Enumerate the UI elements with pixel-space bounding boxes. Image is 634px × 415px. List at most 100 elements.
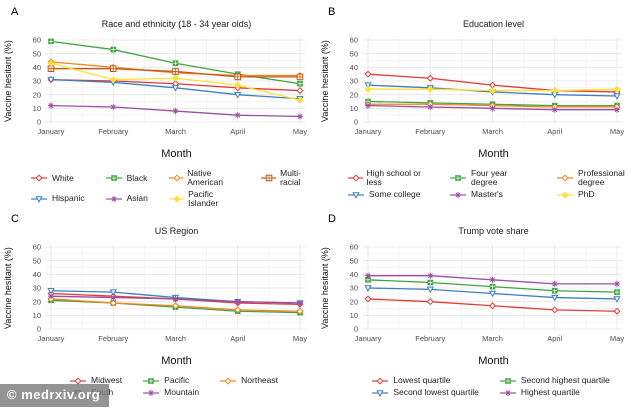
svg-text:50: 50 xyxy=(33,49,41,58)
legend-label: Asian xyxy=(126,193,148,204)
square-plus-open-icon xyxy=(109,65,117,73)
svg-text:20: 20 xyxy=(33,297,41,306)
svg-text:0: 0 xyxy=(354,118,358,127)
line-chart: 0 10 20 30 40 50 60 January February March April Ma… xyxy=(3,243,307,343)
svg-text:March: March xyxy=(165,334,186,343)
legend-label: Master's xyxy=(471,189,503,200)
svg-text:April: April xyxy=(230,127,245,136)
series-points-second-lowest-quartile xyxy=(364,285,621,303)
x-axis-title: Month xyxy=(161,148,192,160)
diamond-open-icon xyxy=(224,377,232,385)
legend-marker-icon xyxy=(105,175,122,182)
square-cross-icon xyxy=(614,289,620,295)
legend-item-highest-quartile: Highest quartile xyxy=(499,387,610,398)
legend-label: Second lowest quartile xyxy=(393,387,479,398)
legend-item-mountain: Mountain xyxy=(142,387,199,398)
diamond-open-icon xyxy=(426,298,434,306)
svg-text:February: February xyxy=(415,334,445,343)
legend-marker-icon xyxy=(499,389,516,397)
legend-marker-icon xyxy=(450,191,467,198)
triangle-down-open-icon xyxy=(109,289,117,296)
series-points-master-s xyxy=(364,102,621,113)
asterisk-icon xyxy=(296,113,304,120)
legend-label: Four year degree xyxy=(471,168,508,188)
svg-text:50: 50 xyxy=(33,256,41,265)
svg-text:10: 10 xyxy=(350,104,358,113)
asterisk-icon xyxy=(551,106,558,113)
square-plus-open-icon xyxy=(234,73,242,81)
axis-tick-labels: 0 10 20 30 40 50 60 January February March April Ma… xyxy=(350,36,625,136)
legend-marker-icon xyxy=(220,377,237,385)
legend-marker-icon xyxy=(372,377,389,385)
square-cross-icon xyxy=(297,80,303,87)
svg-text:40: 40 xyxy=(33,270,41,279)
panel-c: C US Region 0 10 20 30 40 50 60 January February… xyxy=(0,207,317,415)
y-axis-title: Vaccine hesitant (%) xyxy=(3,247,13,329)
square-plus-open-icon xyxy=(172,68,179,75)
chart-title: Trump vote share xyxy=(458,226,529,236)
legend-item-native-american: Native American xyxy=(168,168,240,188)
legend-label: Midwest xyxy=(90,375,123,386)
legend-marker-icon xyxy=(69,377,86,385)
legend-marker-icon xyxy=(348,174,363,182)
triangle-down-open-icon xyxy=(47,288,55,295)
panel-b: B Education level 0 10 20 30 40 50 60 January Fe… xyxy=(317,0,634,207)
legend-marker-icon xyxy=(261,175,277,182)
legend-label: High school or less xyxy=(366,168,421,188)
legend-item-asian: Asian xyxy=(105,190,148,207)
legend-marker-icon xyxy=(372,390,389,397)
diamond-filled-icon xyxy=(296,96,304,104)
line-chart: 0 10 20 30 40 50 60 January February March April Ma… xyxy=(3,36,307,136)
triangle-down-open-icon xyxy=(376,390,384,397)
svg-text:January: January xyxy=(355,334,382,343)
square-cross-icon xyxy=(427,279,434,286)
legend-item-master-s: Master's xyxy=(449,189,536,200)
square-cross-icon xyxy=(455,175,461,182)
svg-text:May: May xyxy=(293,127,307,136)
legend-item-second-highest-quartile: Second highest quartile xyxy=(499,375,610,386)
diamond-open-icon xyxy=(376,377,384,385)
legend-label: Native American xyxy=(187,168,224,188)
series-points-asian xyxy=(47,102,304,120)
square-plus-open-icon xyxy=(296,73,304,81)
triangle-down-open-icon xyxy=(364,82,372,89)
legend-label: Second highest quartile xyxy=(520,375,610,386)
svg-text:April: April xyxy=(547,127,562,136)
legend-label: PhD xyxy=(578,189,595,200)
asterisk-icon xyxy=(234,112,241,119)
svg-text:10: 10 xyxy=(33,311,41,320)
x-axis-title: Month xyxy=(478,355,509,367)
svg-text:10: 10 xyxy=(350,311,358,320)
square-cross-icon xyxy=(172,60,179,67)
legend-marker-icon xyxy=(31,174,47,182)
gridlines xyxy=(363,38,622,123)
legend-item-midwest: Midwest xyxy=(69,375,123,386)
diamond-open-icon xyxy=(426,74,434,82)
chart-title: Education level xyxy=(462,19,525,29)
asterisk-icon xyxy=(110,294,117,301)
square-cross-icon xyxy=(489,283,496,290)
legend-item-hispanic: Hispanic xyxy=(30,190,85,207)
svg-text:March: March xyxy=(482,127,503,136)
svg-text:March: March xyxy=(482,334,503,343)
legend-label: Black xyxy=(126,172,148,183)
asterisk-icon xyxy=(427,272,434,279)
y-axis-title: Vaccine hesitant (%) xyxy=(320,40,330,122)
diamond-open-icon xyxy=(613,307,621,315)
svg-text:January: January xyxy=(38,334,65,343)
svg-text:February: February xyxy=(98,127,128,136)
legend-marker-icon xyxy=(31,196,47,203)
legend-label: Hispanic xyxy=(52,193,85,204)
svg-text:April: April xyxy=(547,334,562,343)
diamond-open-icon xyxy=(352,174,360,182)
svg-text:January: January xyxy=(38,127,65,136)
diamond-filled-icon xyxy=(364,85,372,93)
asterisk-icon xyxy=(489,276,496,283)
svg-text:May: May xyxy=(610,127,624,136)
diamond-open-icon xyxy=(171,302,180,310)
legend-marker-icon xyxy=(557,174,573,182)
asterisk-icon xyxy=(234,298,241,305)
legend-item-four-year-degree: Four year degree xyxy=(449,168,536,188)
asterisk-icon xyxy=(172,295,179,303)
